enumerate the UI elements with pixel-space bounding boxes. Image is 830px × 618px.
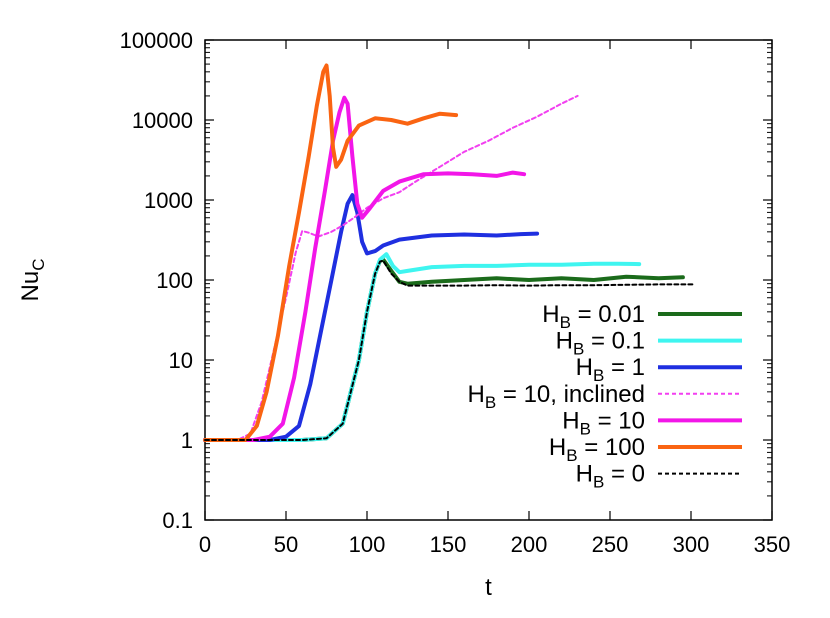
legend-label-sub: B <box>580 419 591 438</box>
y-axis-title-sub: C <box>29 259 48 271</box>
x-tick-label: 0 <box>199 532 211 557</box>
legend-label-sub: B <box>593 366 604 385</box>
y-tick-label: 0.1 <box>162 508 193 533</box>
series-line-4 <box>203 95 527 442</box>
legend-label: HB = 0.1 <box>556 328 645 359</box>
legend-label-rest: = 0.1 <box>584 328 645 355</box>
legend-label-sub: B <box>560 313 571 332</box>
legend-label-sub: B <box>485 393 496 412</box>
y-tick-label: 1000 <box>144 188 193 213</box>
legend-label: HB = 1 <box>576 354 645 385</box>
y-tick-label: 10 <box>169 348 193 373</box>
y-axis: 0.1 1 10 100 1000 10000 100000 <box>120 28 772 533</box>
legend-label: HB = 0.01 <box>542 301 645 332</box>
x-tick-label: 50 <box>274 532 298 557</box>
series-line-6 <box>204 259 696 441</box>
y-tick-label: 10000 <box>132 108 193 133</box>
legend-label-main: H <box>556 328 573 355</box>
series-line-5 <box>203 63 459 442</box>
legend-label-rest: = 0 <box>604 461 645 488</box>
legend-label-rest: = 1 <box>604 354 645 381</box>
x-tick-label: 300 <box>673 532 710 557</box>
series-layer <box>203 63 696 442</box>
x-tick-label: 200 <box>511 532 548 557</box>
legend-label-main: H <box>542 301 559 328</box>
x-axis-title: t <box>485 574 492 601</box>
legend-label: HB = 10, inclined <box>468 381 645 412</box>
y-axis-title-main: Nu <box>17 271 44 302</box>
x-tick-label: 250 <box>592 532 629 557</box>
legend-label: HB = 0 <box>576 461 645 492</box>
legend-label-main: H <box>549 434 566 461</box>
x-tick-label: 150 <box>430 532 467 557</box>
legend-label-main: H <box>468 381 485 408</box>
legend-label: HB = 10 <box>562 407 645 438</box>
legend-label-rest: = 100 <box>578 434 645 461</box>
legend-label-sub: B <box>573 340 584 359</box>
y-tick-label: 100000 <box>120 28 193 53</box>
y-tick-label: 100 <box>156 268 193 293</box>
legend-label-rest: = 10, inclined <box>496 381 645 408</box>
x-tick-label: 350 <box>754 532 791 557</box>
series-line-2 <box>203 193 540 442</box>
legend-label: HB = 100 <box>549 434 645 465</box>
legend-label-main: H <box>562 407 579 434</box>
legend-label-main: H <box>576 461 593 488</box>
legend-label-rest: = 0.01 <box>571 301 645 328</box>
y-axis-title: NuC <box>17 259 48 302</box>
legend-label-sub: B <box>593 473 604 492</box>
x-tick-label: 100 <box>349 532 386 557</box>
legend-label-main: H <box>576 354 593 381</box>
legend-label-rest: = 10 <box>591 407 645 434</box>
y-tick-label: 1 <box>181 428 193 453</box>
legend-label-sub: B <box>566 446 577 465</box>
x-axis: 0 50 100 150 200 250 300 350 <box>199 40 790 557</box>
